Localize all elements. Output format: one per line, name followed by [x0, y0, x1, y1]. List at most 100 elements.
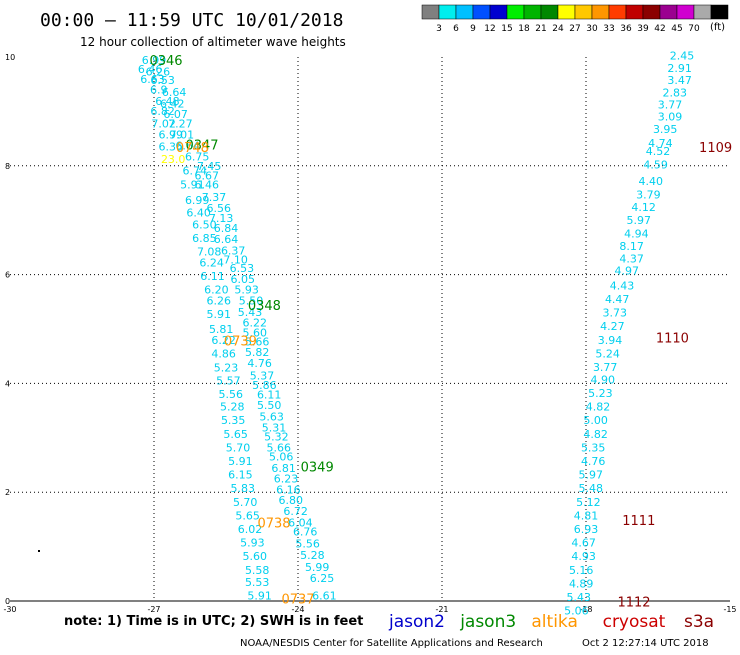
color-scale-unit: (ft) [710, 22, 725, 33]
data-point-label: 5.63 [259, 410, 284, 423]
data-point-label: 6.20 [204, 284, 229, 297]
data-point-label: 5.24 [595, 347, 620, 360]
data-point-label: 4.76 [581, 455, 606, 468]
footer-note: note: 1) Time is in UTC; 2) SWH is in fe… [64, 614, 363, 629]
data-point-label: 23.0 [161, 153, 186, 166]
data-point-label: 5.65 [235, 509, 260, 522]
data-point-label: 4.86 [211, 347, 236, 360]
data-point-label: 6.46 [195, 179, 220, 192]
data-point-label: 5.66 [267, 441, 292, 454]
color-swatch [625, 4, 644, 20]
data-point-label: 6.82 [150, 105, 175, 118]
color-swatch [642, 4, 661, 20]
pass-time-annotation: 0348 [248, 299, 281, 314]
color-swatch [693, 4, 712, 20]
data-point-label: 6.67 [195, 169, 220, 182]
data-point-label: 5.70 [233, 496, 258, 509]
data-point-label: 7.02 [151, 118, 176, 131]
color-scale-tick: 15 [501, 24, 512, 34]
data-point-label: 5.53 [245, 576, 270, 589]
data-point-label: 6.64 [214, 233, 239, 246]
chart-subtitle: 12 hour collection of altimeter wave hei… [80, 35, 346, 49]
data-point-label: 6.22 [211, 334, 236, 347]
pass-time-annotation: 1110 [656, 332, 689, 347]
data-point-label: 6.02 [238, 523, 263, 536]
legend-cryosat: cryosat [603, 612, 666, 632]
data-point-label: 6.23 [274, 472, 299, 485]
data-point-label: 7.45 [197, 160, 222, 173]
data-point-label: 5.70 [226, 441, 251, 454]
pass-time-annotation: 0738 [257, 517, 290, 532]
data-point-label: 6.16 [276, 483, 301, 496]
pass-time-annotation: 0748 [176, 141, 209, 156]
data-point-label: 6.99 [142, 54, 167, 67]
data-point-label: 6.37 [221, 244, 246, 257]
data-point-label: 5.50 [257, 399, 282, 412]
data-point-label: 6.85 [192, 232, 217, 245]
data-point-label: 6.74 [183, 165, 208, 178]
data-point-label: 4.90 [591, 373, 616, 386]
data-point-label: 4.37 [619, 253, 644, 266]
data-point-label: 7.37 [202, 191, 227, 204]
data-point-label: 7.08 [197, 246, 222, 259]
data-point-label: 4.52 [646, 145, 671, 158]
data-point-label: 5.37 [250, 370, 275, 383]
data-point-label: 5.91 [247, 589, 272, 602]
data-point-label: 5.65 [223, 428, 248, 441]
data-point-label: 5.99 [305, 561, 330, 574]
color-scale-legend: 3 6 9 12 15 18 21 24 27 30 33 36 39 42 45 70 [421, 4, 729, 34]
data-point-label: 6.75 [185, 150, 210, 163]
color-swatch [506, 4, 525, 20]
data-point-label: 5.35 [581, 441, 606, 454]
data-point-label: 4.43 [610, 279, 635, 292]
data-point-label: 6.72 [283, 505, 308, 518]
footer-timestamp: Oct 2 12:27:14 UTC 2018 [582, 638, 709, 649]
pass-time-annotation: 0346 [149, 54, 182, 69]
data-point-label: 6.04 [288, 516, 313, 529]
data-point-label: 4.76 [247, 357, 272, 370]
data-point-label: 4.12 [631, 201, 656, 214]
data-point-label: 5.60 [243, 327, 268, 340]
color-scale-tick: 36 [620, 24, 632, 34]
color-scale-tick: 30 [586, 24, 598, 34]
data-point-label: 4.59 [643, 159, 668, 172]
data-point-label: 6.07 [163, 108, 188, 121]
data-point-label: 5.91 [228, 455, 253, 468]
data-point-label: 7.10 [223, 254, 248, 267]
data-point-label: 3.79 [636, 188, 661, 201]
data-point-label: 5.93 [234, 284, 259, 297]
data-point-label: 6.11 [200, 270, 225, 283]
color-swatch [710, 4, 729, 20]
x-tick-label: -24 [291, 605, 304, 614]
data-point-label: 3.94 [598, 334, 623, 347]
chart-axes: -30 -27 -24 -21 -18 -15 0 2 4 6 8 10 [3, 53, 736, 614]
data-point-label: 6.36 [159, 141, 184, 154]
legend-jason3: jason3 [459, 612, 516, 632]
pass-time-annotation: 1109 [699, 141, 732, 156]
data-point-label: 5.28 [300, 549, 325, 562]
data-point-label: 5.81 [209, 323, 234, 336]
data-point-label: 5.97 [579, 469, 604, 482]
data-point-label: 3.77 [593, 361, 618, 374]
pass-time-annotation: 1112 [617, 595, 650, 610]
color-swatch [421, 4, 440, 20]
data-point-label: 2.45 [670, 50, 695, 63]
data-point-label: 5.00 [583, 414, 608, 427]
data-point-label: 6.40 [186, 206, 211, 219]
chart-points: 6.996.466.266.636.536.96.646.486.426.826… [138, 50, 694, 618]
data-point-label: 8.17 [619, 240, 644, 253]
color-scale-tick: 42 [654, 24, 665, 34]
data-point-label: 4.81 [574, 509, 599, 522]
data-point-label: 4.94 [624, 228, 649, 241]
data-point-label: 5.91 [207, 308, 232, 321]
data-point-label: 6.26 [207, 295, 232, 308]
pass-time-annotation: 0349 [301, 461, 334, 476]
data-point-label: 3.73 [603, 306, 628, 319]
legend-altika: altika [531, 612, 578, 632]
color-swatch [523, 4, 542, 20]
data-point-label: 4.74 [648, 137, 673, 150]
data-point-label: 3.95 [653, 123, 678, 136]
color-swatch [676, 4, 695, 20]
